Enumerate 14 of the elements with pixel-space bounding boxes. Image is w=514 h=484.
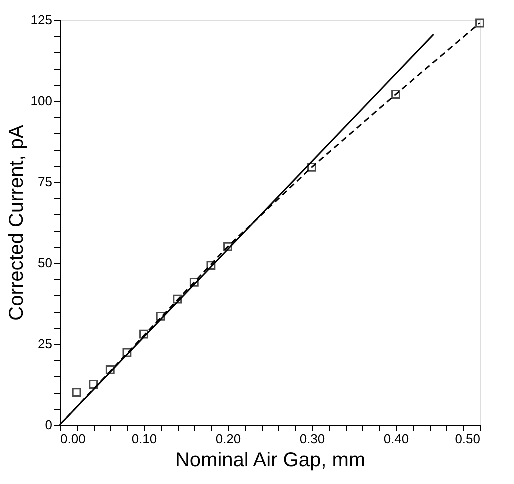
y-tick-label: 75	[38, 174, 52, 190]
x-tick-label: 0.20	[216, 432, 242, 446]
y-tick-label: 0	[45, 418, 52, 432]
y-axis-title: Corrected Current, pA	[6, 124, 28, 321]
y-tick-label: 50	[38, 256, 52, 270]
x-tick-label: 0.00	[60, 432, 86, 446]
x-tick-label: 0.50	[455, 432, 480, 446]
x-axis-title: Nominal Air Gap, mm	[175, 450, 366, 472]
x-tick-label: 0.40	[384, 432, 410, 446]
y-tick-label: 125	[30, 12, 52, 28]
y-tick-label: 25	[38, 336, 52, 352]
y-tick-label: 100	[30, 94, 52, 108]
x-tick-label: 0.10	[132, 432, 158, 446]
x-tick-label: 0.30	[300, 432, 326, 446]
